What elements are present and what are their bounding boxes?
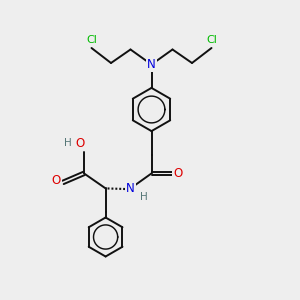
Text: O: O: [76, 136, 85, 150]
Text: H: H: [64, 138, 71, 148]
Text: O: O: [52, 174, 61, 188]
Text: N: N: [147, 58, 156, 71]
Text: Cl: Cl: [206, 34, 217, 45]
Text: H: H: [64, 138, 71, 148]
Text: Cl: Cl: [86, 34, 97, 45]
Text: O: O: [173, 167, 182, 180]
Text: O: O: [173, 167, 182, 180]
Text: N: N: [147, 58, 156, 71]
Text: H: H: [140, 192, 148, 202]
Text: O: O: [52, 174, 61, 188]
Text: O: O: [76, 136, 85, 150]
Text: Cl: Cl: [86, 34, 97, 45]
Text: H: H: [140, 192, 148, 202]
Text: N: N: [126, 182, 135, 196]
Text: N: N: [126, 182, 135, 196]
Text: Cl: Cl: [206, 34, 217, 45]
